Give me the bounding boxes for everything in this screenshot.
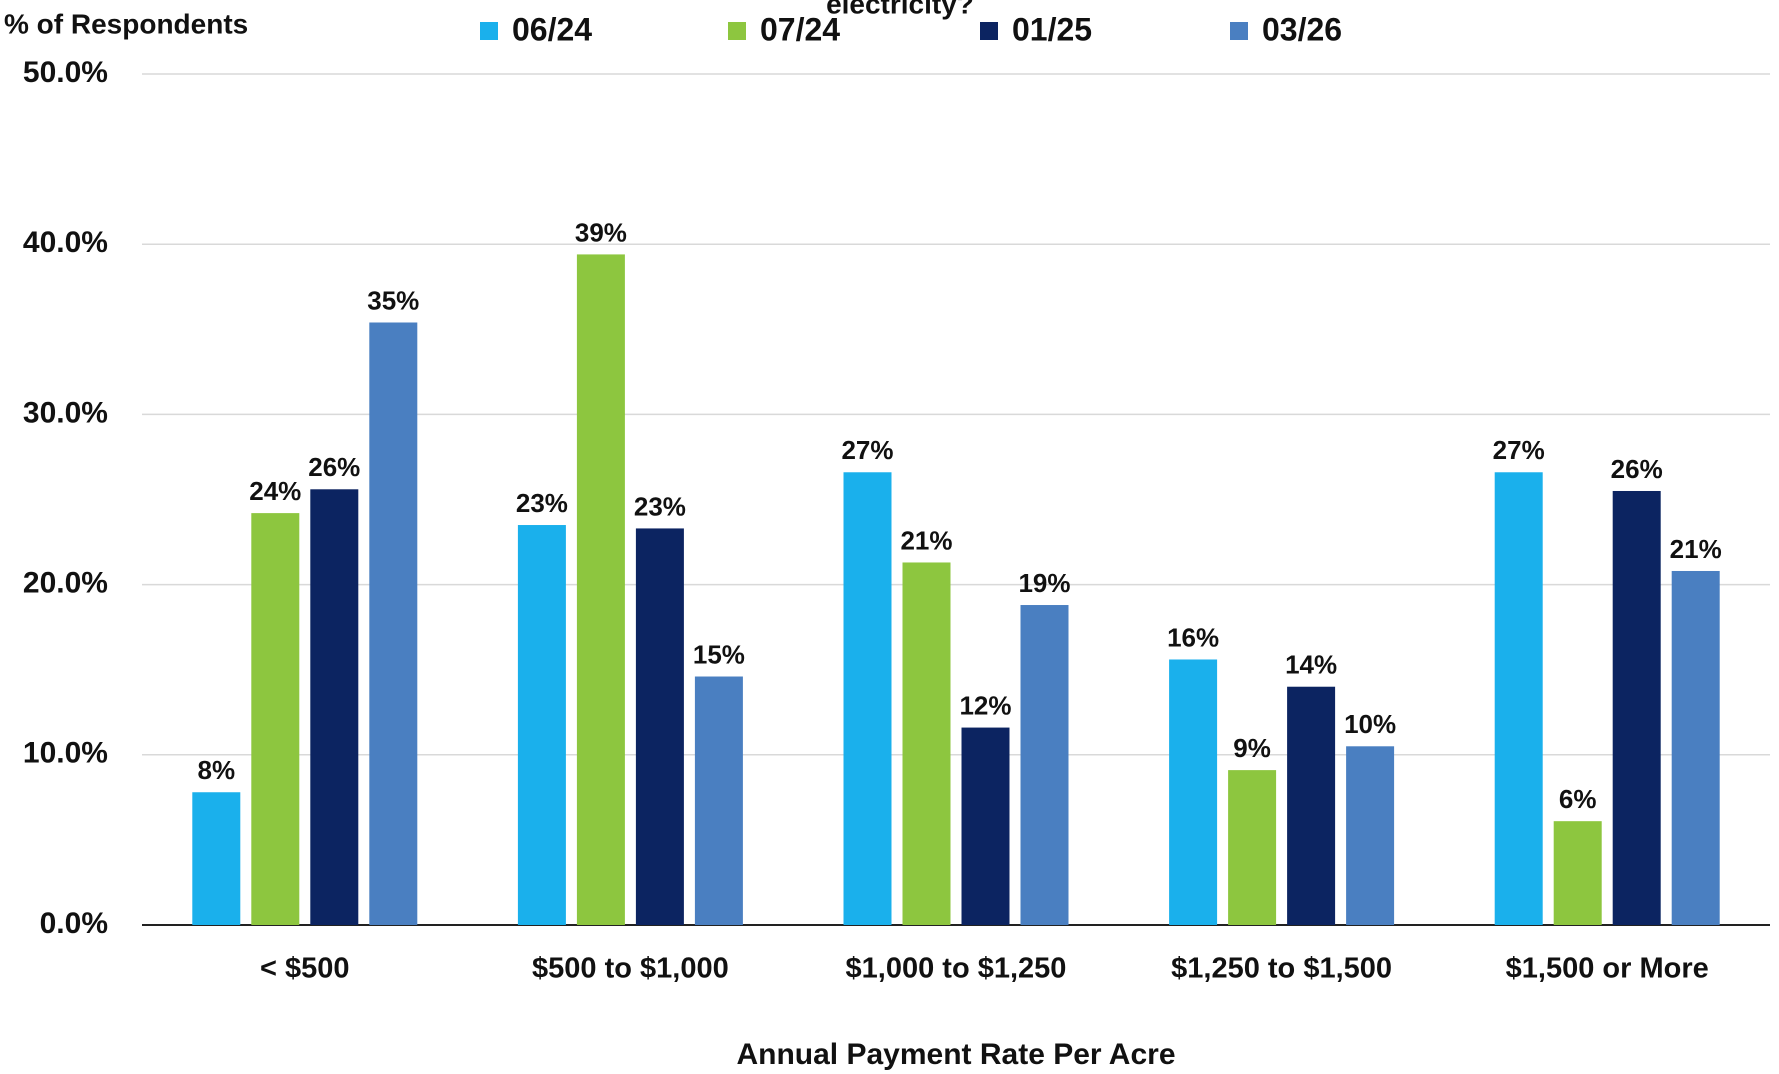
value-label: 10% — [1344, 709, 1396, 739]
bar — [1228, 770, 1276, 925]
value-label: 39% — [575, 217, 627, 247]
value-label: 24% — [249, 476, 301, 506]
legend-label: 07/24 — [760, 11, 840, 47]
value-label: 35% — [367, 285, 419, 315]
bar — [192, 792, 240, 925]
bar — [1613, 491, 1661, 925]
value-label: 23% — [516, 488, 568, 518]
bar — [251, 513, 299, 925]
legend-swatch — [980, 22, 998, 40]
legend-swatch — [728, 22, 746, 40]
value-label: 19% — [1018, 568, 1070, 598]
bar — [369, 322, 417, 925]
bar — [1021, 605, 1069, 925]
bar — [903, 562, 951, 925]
value-label: 9% — [1233, 733, 1271, 763]
bar — [1287, 687, 1335, 925]
y-tick-label: 10.0% — [23, 737, 108, 770]
bar — [1495, 472, 1543, 925]
value-label: 23% — [634, 491, 686, 521]
bar — [1672, 571, 1720, 925]
x-axis-title: Annual Payment Rate Per Acre — [736, 1038, 1175, 1071]
bar — [1169, 659, 1217, 925]
y-axis-title: % of Respondents — [4, 8, 248, 39]
value-label: 12% — [959, 690, 1011, 720]
bar — [577, 254, 625, 925]
legend-swatch — [480, 22, 498, 40]
y-tick-label: 50.0% — [23, 56, 108, 89]
legend-swatch — [1230, 22, 1248, 40]
value-label: 26% — [1611, 454, 1663, 484]
y-tick-label: 30.0% — [23, 396, 108, 429]
x-tick-label: $1,500 or More — [1506, 953, 1709, 985]
bar — [310, 489, 358, 925]
bar — [1346, 746, 1394, 925]
chart: electricity? % of Respondents Annual Pay… — [0, 0, 1779, 1074]
x-tick-label: $1,000 to $1,250 — [846, 953, 1067, 985]
legend-label: 01/25 — [1012, 11, 1092, 47]
y-tick-label: 20.0% — [23, 567, 108, 600]
legend-label: 06/24 — [512, 11, 592, 47]
chart-title: electricity? — [826, 0, 974, 19]
value-label: 14% — [1285, 650, 1337, 680]
value-label: 6% — [1559, 784, 1597, 814]
value-label: 8% — [198, 755, 236, 785]
value-label: 15% — [693, 639, 745, 669]
bar — [695, 677, 743, 925]
value-label: 21% — [900, 525, 952, 555]
x-tick-label: $1,250 to $1,500 — [1171, 953, 1392, 985]
x-tick-label: $500 to $1,000 — [532, 953, 729, 985]
legend-label: 03/26 — [1262, 11, 1342, 47]
bar — [962, 728, 1010, 925]
value-label: 16% — [1167, 622, 1219, 652]
value-label: 26% — [308, 452, 360, 482]
value-label: 21% — [1670, 534, 1722, 564]
bar — [636, 528, 684, 925]
value-label: 27% — [841, 435, 893, 465]
y-tick-label: 40.0% — [23, 226, 108, 259]
bar — [1554, 821, 1602, 925]
value-label: 27% — [1493, 435, 1545, 465]
bar — [844, 472, 892, 925]
y-tick-label: 0.0% — [40, 907, 108, 940]
bar — [518, 525, 566, 925]
x-tick-label: < $500 — [260, 953, 350, 985]
